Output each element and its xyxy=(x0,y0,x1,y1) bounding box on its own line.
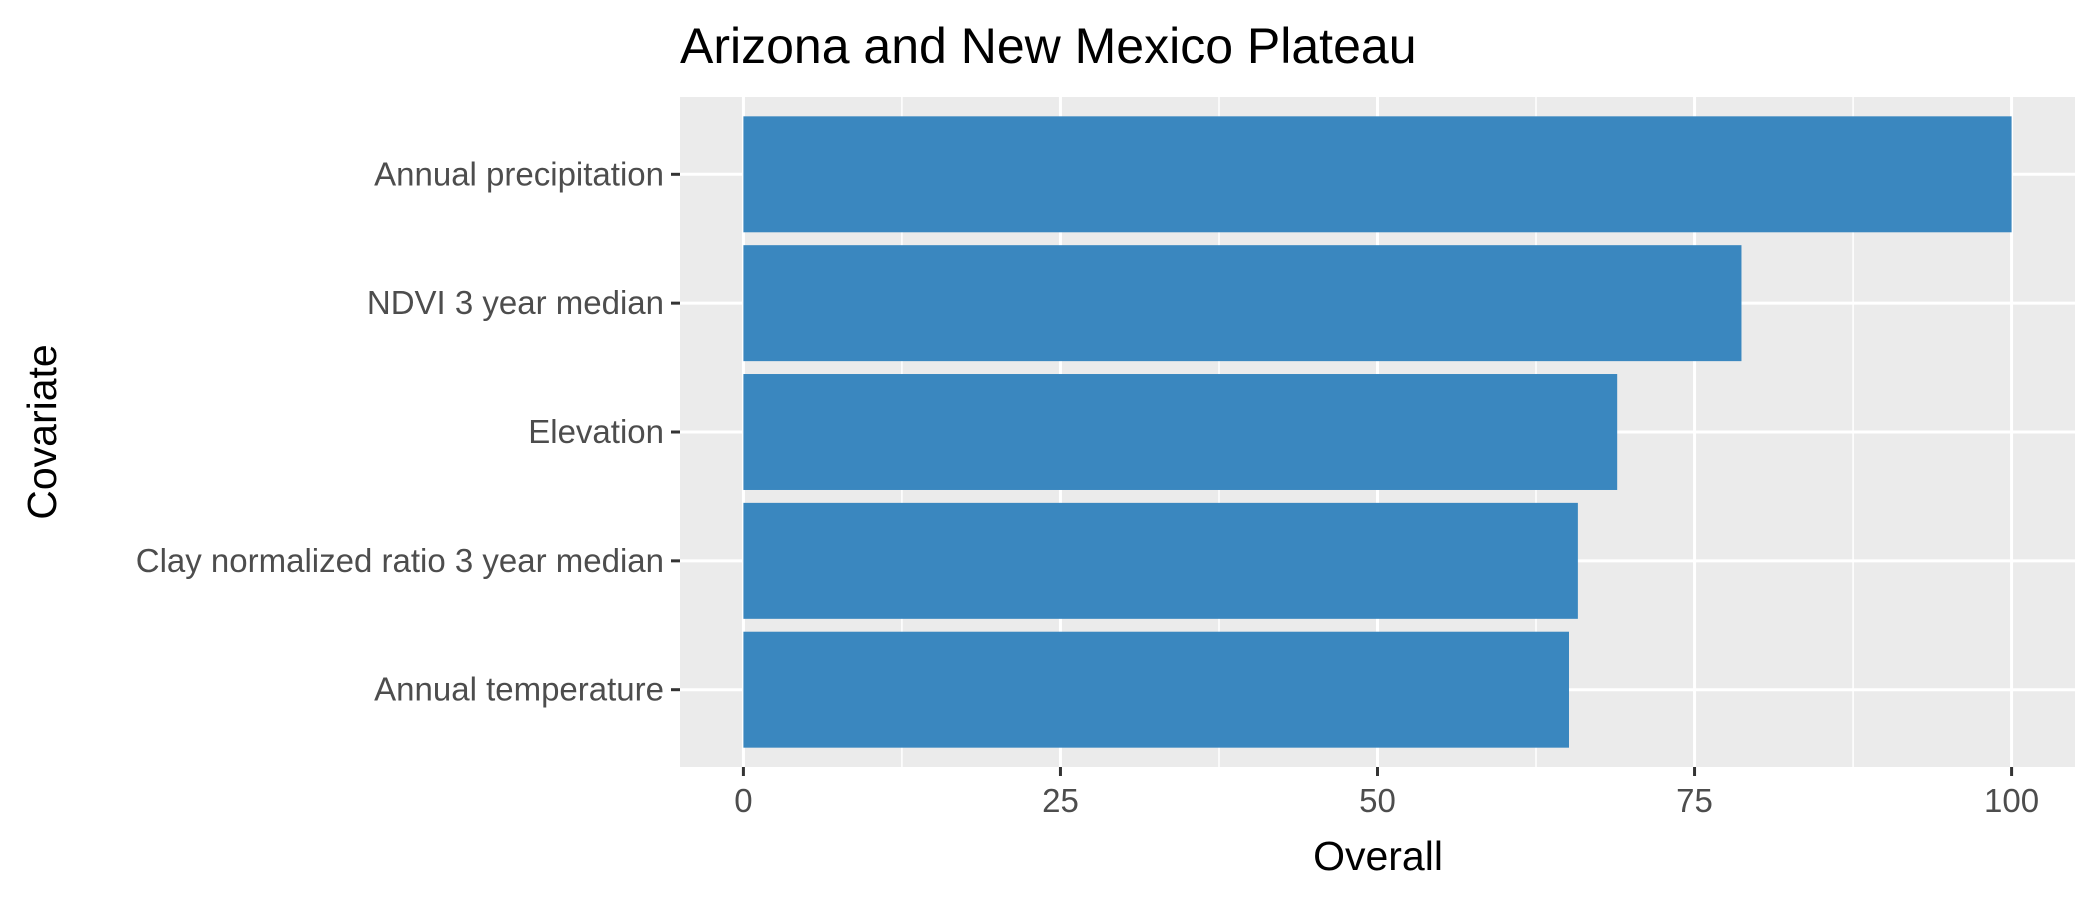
bar xyxy=(743,245,1742,362)
x-axis-title: Overall xyxy=(1313,833,1443,879)
bar xyxy=(743,631,1569,748)
chart-title: Arizona and New Mexico Plateau xyxy=(680,18,1417,74)
bars-group xyxy=(743,116,2012,748)
y-tick-label: Elevation xyxy=(528,413,664,450)
x-tick-label: 75 xyxy=(1676,782,1713,819)
x-tick-label: 50 xyxy=(1359,782,1396,819)
y-tick-label: Clay normalized ratio 3 year median xyxy=(136,542,664,579)
bar xyxy=(743,116,2012,233)
x-tick-label: 100 xyxy=(1984,782,2039,819)
bar xyxy=(743,374,1618,490)
x-tick-label: 0 xyxy=(734,782,752,819)
bar xyxy=(743,502,1578,619)
x-axis: 0 25 50 75 100 xyxy=(734,767,2039,819)
y-tick-label: Annual temperature xyxy=(374,671,664,708)
y-tick-label: NDVI 3 year median xyxy=(367,284,664,321)
y-tick-label: Annual precipitation xyxy=(374,155,664,192)
y-axis: Annual precipitation NDVI 3 year median El… xyxy=(136,155,680,708)
x-tick-label: 25 xyxy=(1042,782,1079,819)
y-axis-title: Covariate xyxy=(19,344,65,519)
